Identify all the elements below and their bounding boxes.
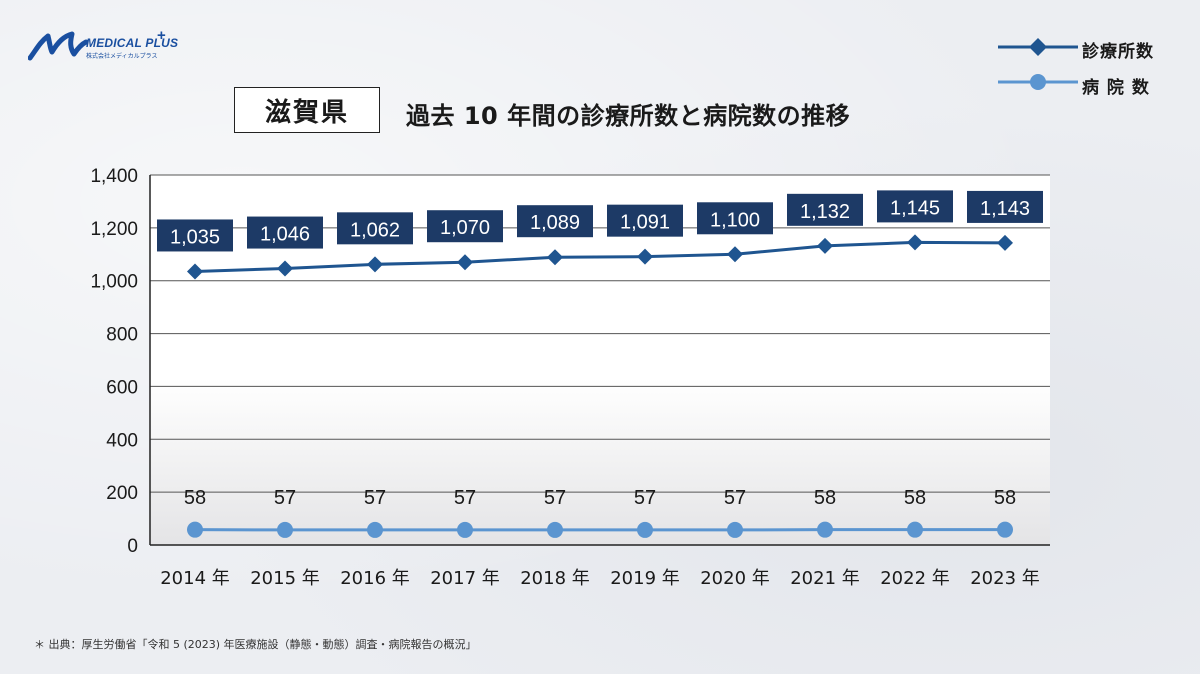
data-label-box-clinics (427, 210, 503, 243)
data-point-hospitals (817, 521, 833, 538)
data-point-clinics (637, 248, 653, 265)
y-tick-label: 1,000 (90, 272, 138, 293)
data-point-hospitals (637, 521, 653, 538)
data-point-clinics (907, 234, 923, 251)
data-label-clinics: 1,070 (440, 217, 490, 239)
legend-diamond-icon (998, 38, 1078, 56)
data-point-hospitals (907, 521, 923, 538)
data-point-clinics (367, 256, 383, 273)
x-tick-label: 2016 年 (340, 568, 410, 589)
prefecture-box: 滋賀県 (234, 87, 380, 133)
data-label-clinics: 1,062 (350, 219, 400, 241)
x-tick-label: 2023 年 (970, 568, 1040, 589)
y-tick-label: 800 (106, 325, 138, 346)
x-tick-label: 2019 年 (610, 568, 680, 589)
data-label-clinics: 1,089 (530, 212, 580, 234)
data-point-hospitals (457, 521, 473, 538)
legend-circle-icon (998, 74, 1078, 90)
data-point-hospitals (277, 521, 293, 538)
logo-name: MEDICAL PLUS (86, 36, 179, 50)
data-label-clinics: 1,100 (710, 209, 760, 231)
data-label-hospitals: 58 (994, 487, 1016, 509)
data-label-clinics: 1,035 (170, 226, 220, 248)
x-tick-label: 2020 年 (700, 568, 770, 589)
legend-label-clinics: 診療所数 (1082, 42, 1154, 62)
data-label-hospitals: 57 (274, 487, 296, 509)
data-label-hospitals: 57 (364, 487, 386, 509)
source-note: ＊ 出典：厚生労働省「令和 5 (2023) 年医療施設（静態・動態）調査・病院… (34, 638, 477, 651)
data-label-box-clinics (517, 205, 593, 238)
x-tick-label: 2021 年 (790, 568, 860, 589)
data-label-box-clinics (787, 193, 863, 226)
data-label-clinics: 1,046 (260, 224, 310, 246)
data-point-clinics (277, 260, 293, 277)
data-label-hospitals: 57 (454, 487, 476, 509)
data-label-clinics: 1,145 (890, 197, 940, 219)
data-label-clinics: 1,091 (620, 212, 670, 234)
y-tick-label: 0 (127, 536, 138, 557)
data-point-hospitals (997, 521, 1013, 538)
data-point-hospitals (367, 521, 383, 538)
y-tick-label: 200 (106, 483, 138, 504)
data-label-box-clinics (157, 219, 233, 252)
x-tick-label: 2015 年 (250, 568, 320, 589)
data-label-box-clinics (877, 190, 953, 223)
data-label-hospitals: 58 (814, 487, 836, 509)
data-point-hospitals (547, 521, 563, 538)
data-point-clinics (187, 263, 203, 280)
x-tick-label: 2014 年 (160, 568, 230, 589)
data-point-hospitals (187, 521, 203, 538)
legend: 診療所数 病 院 数 (998, 34, 1178, 106)
data-label-box-clinics (607, 204, 683, 237)
logo-plus: + (157, 27, 166, 44)
data-label-clinics: 1,132 (800, 201, 850, 223)
data-label-hospitals: 57 (634, 487, 656, 509)
x-tick-label: 2022 年 (880, 568, 950, 589)
data-label-hospitals: 57 (724, 487, 746, 509)
legend-item-hospitals: 病 院 数 (998, 70, 1178, 106)
legend-item-clinics: 診療所数 (998, 34, 1178, 70)
prefecture-label: 滋賀県 (264, 97, 349, 128)
series-line-clinics (194, 240, 1006, 273)
data-label-hospitals: 58 (904, 487, 926, 509)
data-label-box-clinics (697, 202, 773, 235)
data-point-clinics (457, 254, 473, 271)
data-label-clinics: 1,143 (980, 198, 1030, 220)
x-tick-label: 2017 年 (430, 568, 500, 589)
y-tick-label: 1,400 (90, 166, 138, 187)
y-tick-label: 1,200 (90, 219, 138, 240)
data-point-clinics (997, 234, 1013, 251)
data-point-clinics (817, 237, 833, 254)
medical-plus-logo (28, 31, 89, 61)
data-point-clinics (547, 249, 563, 266)
legend-label-hospitals: 病 院 数 (1082, 78, 1150, 98)
y-tick-label: 600 (106, 377, 138, 398)
x-tick-label: 2018 年 (520, 568, 590, 589)
data-label-hospitals: 57 (544, 487, 566, 509)
data-point-clinics (727, 246, 743, 263)
logo-company: 株式会社メディカルプラス (86, 53, 158, 60)
data-label-hospitals: 58 (184, 487, 206, 509)
data-point-hospitals (727, 521, 743, 538)
data-label-box-clinics (967, 190, 1043, 223)
data-label-box-clinics (337, 212, 413, 245)
chart-title: 過去 10 年間の診療所数と病院数の推移 (406, 102, 851, 130)
y-tick-label: 400 (106, 430, 138, 451)
data-label-box-clinics (247, 216, 323, 249)
